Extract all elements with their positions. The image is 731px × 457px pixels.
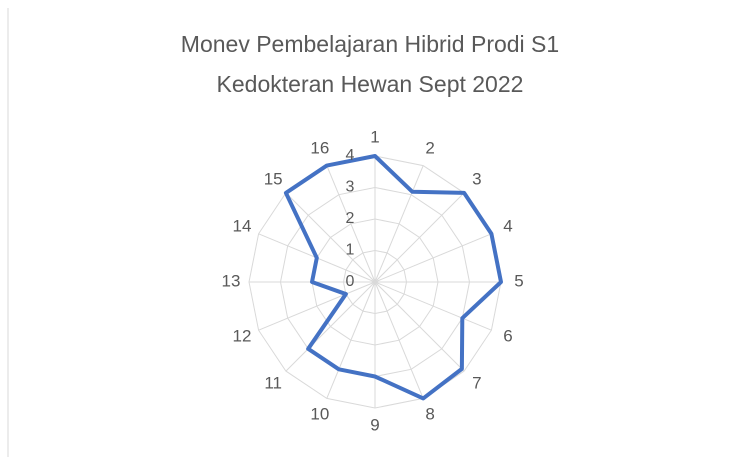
r-tick-label: 4: [346, 147, 355, 164]
spoke: [374, 281, 492, 331]
category-label: 12: [233, 327, 252, 346]
category-label: 2: [425, 138, 434, 157]
category-label: 15: [264, 170, 283, 189]
category-label: 14: [233, 216, 252, 235]
category-label: 1: [370, 127, 379, 146]
r-tick-label: 1: [346, 242, 355, 259]
spoke: [285, 192, 376, 283]
chart-title: Monev Pembelajaran Hibrid Prodi S1: [181, 31, 559, 57]
r-tick-label: 2: [346, 210, 355, 227]
category-label: 5: [514, 271, 523, 290]
category-label: 6: [503, 327, 512, 346]
category-label: 13: [222, 271, 241, 290]
spoke: [374, 165, 424, 283]
category-label: 11: [264, 373, 282, 392]
chart-title: Kedokteran Hewan Sept 2022: [217, 71, 524, 97]
category-label: 3: [472, 170, 481, 189]
spoke: [374, 281, 424, 399]
spoke: [258, 281, 376, 331]
spoke: [374, 192, 465, 283]
category-label: 10: [310, 405, 329, 424]
category-label: 16: [310, 138, 329, 157]
category-label: 4: [503, 216, 512, 235]
spoke: [374, 233, 492, 283]
r-tick-label: 3: [346, 179, 355, 196]
spoke: [326, 281, 376, 399]
category-label: 9: [370, 415, 379, 434]
radar-line: [283, 154, 503, 401]
spoke: [326, 165, 376, 283]
spoke: [285, 281, 376, 372]
category-label: 7: [472, 373, 481, 392]
r-tick-label: 0: [346, 273, 355, 290]
spoke: [374, 281, 465, 372]
category-label: 8: [425, 405, 434, 424]
